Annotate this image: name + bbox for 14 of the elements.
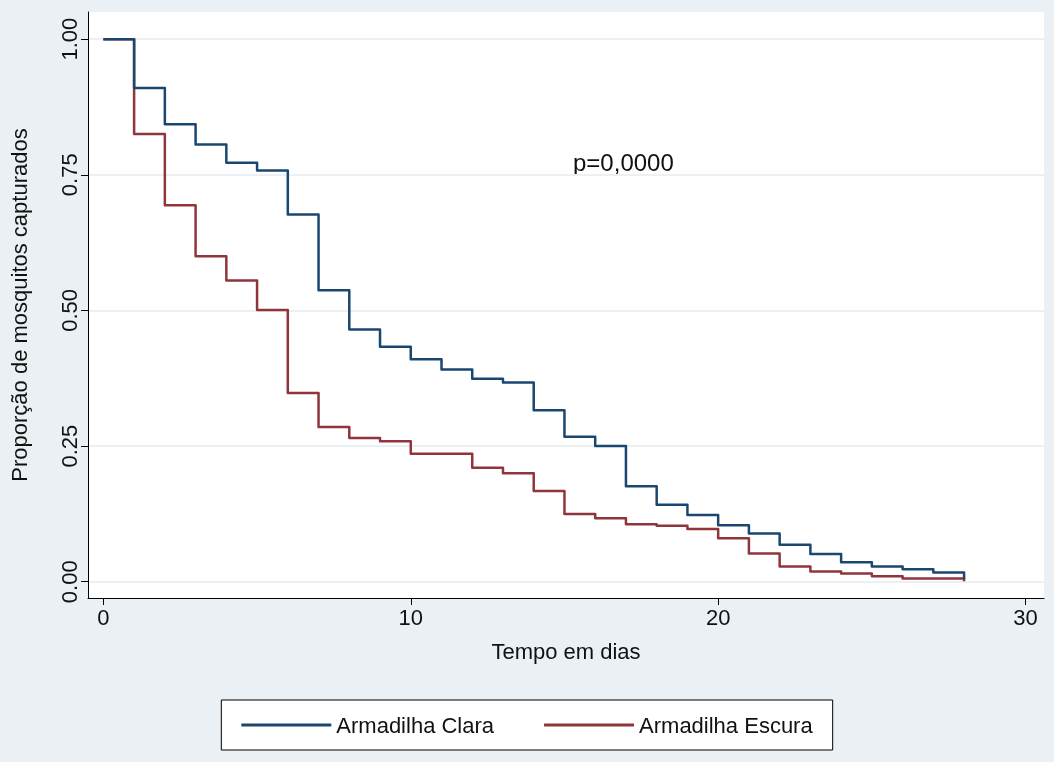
x-tick-label: 0 (97, 604, 110, 630)
x-tick-label: 10 (398, 604, 424, 630)
x-tick-label: 20 (705, 604, 731, 630)
y-tick-label: 0.50 (56, 289, 82, 332)
y-axis-title: Proporção de mosquitos capturados (6, 128, 32, 482)
legend-label: Armadilha Clara (336, 712, 495, 738)
x-axis-title: Tempo em dias (491, 638, 641, 664)
legend-label: Armadilha Escura (639, 712, 814, 738)
y-tick-label: 0.00 (56, 560, 82, 604)
y-tick-label: 0.75 (56, 153, 82, 197)
y-tick-label: 0.25 (56, 424, 82, 468)
annotation: p=0,0000 (573, 148, 674, 176)
y-tick-label: 1.00 (56, 17, 82, 61)
x-tick-label: 30 (1013, 604, 1038, 630)
